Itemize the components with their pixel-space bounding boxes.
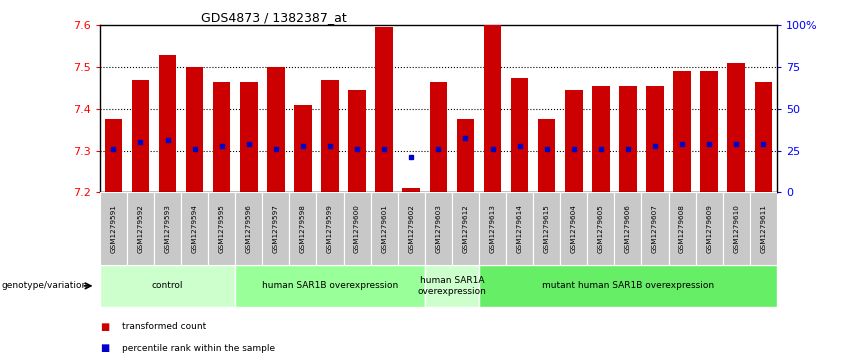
Text: GSM1279614: GSM1279614 xyxy=(516,204,523,253)
Bar xyxy=(619,86,637,192)
Bar xyxy=(317,192,344,265)
Bar xyxy=(674,71,691,192)
Bar xyxy=(565,90,582,192)
Text: GSM1279596: GSM1279596 xyxy=(246,204,252,253)
Bar xyxy=(208,192,235,265)
Bar xyxy=(750,192,777,265)
Text: GDS4873 / 1382387_at: GDS4873 / 1382387_at xyxy=(201,11,347,24)
Bar xyxy=(646,86,664,192)
Bar xyxy=(104,119,122,192)
Bar xyxy=(344,192,371,265)
Bar xyxy=(398,192,424,265)
Text: control: control xyxy=(152,281,183,290)
Text: GSM1279595: GSM1279595 xyxy=(219,204,225,253)
Text: GSM1279604: GSM1279604 xyxy=(571,204,576,253)
Bar xyxy=(154,192,181,265)
Text: ■: ■ xyxy=(100,343,109,354)
Bar xyxy=(371,192,398,265)
Bar xyxy=(533,192,560,265)
Bar xyxy=(348,90,366,192)
Bar xyxy=(235,265,424,307)
Text: GSM1279593: GSM1279593 xyxy=(165,204,170,253)
Bar xyxy=(641,192,668,265)
Bar xyxy=(294,105,312,192)
Text: percentile rank within the sample: percentile rank within the sample xyxy=(122,344,274,353)
Bar xyxy=(240,82,258,192)
Text: GSM1279603: GSM1279603 xyxy=(436,204,441,253)
Text: GSM1279610: GSM1279610 xyxy=(733,204,740,253)
Bar xyxy=(321,79,339,192)
Bar xyxy=(510,78,529,192)
Text: GSM1279599: GSM1279599 xyxy=(327,204,333,253)
Bar xyxy=(668,192,695,265)
Bar xyxy=(100,265,235,307)
Bar xyxy=(479,265,777,307)
Bar xyxy=(100,192,127,265)
Bar xyxy=(181,192,208,265)
Text: GSM1279608: GSM1279608 xyxy=(679,204,685,253)
Text: GSM1279607: GSM1279607 xyxy=(652,204,658,253)
Bar xyxy=(457,119,474,192)
Text: GSM1279613: GSM1279613 xyxy=(490,204,496,253)
Text: GSM1279600: GSM1279600 xyxy=(354,204,360,253)
Bar xyxy=(375,28,393,192)
Text: GSM1279606: GSM1279606 xyxy=(625,204,631,253)
Bar xyxy=(592,86,609,192)
Text: GSM1279602: GSM1279602 xyxy=(408,204,414,253)
Text: mutant human SAR1B overexpression: mutant human SAR1B overexpression xyxy=(542,281,714,290)
Text: GSM1279594: GSM1279594 xyxy=(192,204,198,253)
Bar xyxy=(452,192,479,265)
Bar xyxy=(159,54,176,192)
Bar xyxy=(289,192,317,265)
Text: human SAR1B overexpression: human SAR1B overexpression xyxy=(262,281,398,290)
Bar xyxy=(700,71,718,192)
Bar xyxy=(403,188,420,192)
Bar xyxy=(262,192,289,265)
Bar xyxy=(754,82,773,192)
Text: GSM1279605: GSM1279605 xyxy=(598,204,604,253)
Bar xyxy=(424,192,452,265)
Bar xyxy=(235,192,262,265)
Text: GSM1279601: GSM1279601 xyxy=(381,204,387,253)
Text: GSM1279615: GSM1279615 xyxy=(543,204,549,253)
Bar xyxy=(213,82,231,192)
Text: GSM1279597: GSM1279597 xyxy=(273,204,279,253)
Bar xyxy=(727,63,745,192)
Bar xyxy=(267,67,285,192)
Bar xyxy=(430,82,447,192)
Text: human SAR1A
overexpression: human SAR1A overexpression xyxy=(418,276,486,295)
Text: GSM1279609: GSM1279609 xyxy=(707,204,712,253)
Bar xyxy=(695,192,723,265)
Bar xyxy=(506,192,533,265)
Text: GSM1279611: GSM1279611 xyxy=(760,204,766,253)
Text: GSM1279598: GSM1279598 xyxy=(300,204,306,253)
Bar xyxy=(588,192,615,265)
Bar xyxy=(483,25,502,192)
Text: transformed count: transformed count xyxy=(122,322,206,331)
Bar xyxy=(127,192,154,265)
Bar xyxy=(723,192,750,265)
Text: ■: ■ xyxy=(100,322,109,332)
Bar xyxy=(560,192,588,265)
Bar xyxy=(132,79,149,192)
Text: GSM1279592: GSM1279592 xyxy=(137,204,143,253)
Bar xyxy=(424,265,479,307)
Text: genotype/variation: genotype/variation xyxy=(2,281,88,290)
Bar xyxy=(538,119,556,192)
Text: GSM1279591: GSM1279591 xyxy=(110,204,116,253)
Bar xyxy=(615,192,641,265)
Text: GSM1279612: GSM1279612 xyxy=(463,204,469,253)
Bar xyxy=(479,192,506,265)
Bar xyxy=(186,67,203,192)
